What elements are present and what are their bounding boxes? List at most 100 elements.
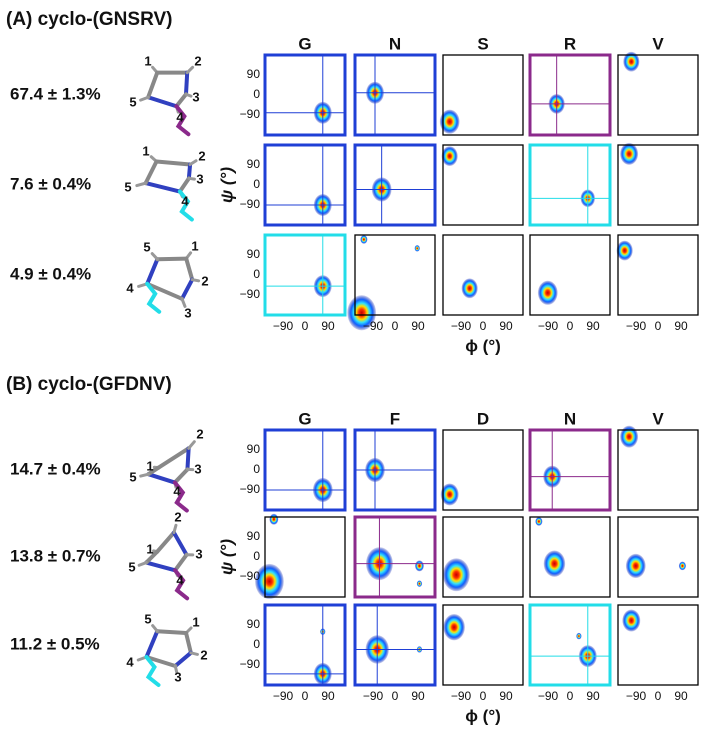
atom-label: 4	[181, 193, 189, 208]
x-tick-label: −90	[538, 689, 559, 703]
bond	[191, 653, 198, 655]
ramachandran-plot	[443, 605, 523, 685]
atom-label: 4	[126, 654, 134, 669]
x-tick-label: 0	[480, 689, 487, 703]
bond	[146, 631, 157, 657]
density	[443, 614, 465, 640]
y-tick-label: −90	[240, 657, 261, 671]
residue-header: V	[652, 409, 664, 428]
plot-area	[530, 430, 610, 510]
residue-header: V	[652, 34, 664, 53]
density	[620, 143, 638, 165]
y-tick-label: 0	[253, 267, 260, 281]
bond	[175, 653, 191, 666]
bond	[182, 280, 192, 299]
density	[415, 245, 420, 252]
x-tick-label: −90	[626, 689, 647, 703]
ramachandran-plot	[442, 145, 523, 225]
ramachandran-plot	[530, 235, 610, 315]
residue-header: G	[298, 34, 311, 53]
y-tick-label: 0	[253, 637, 260, 651]
atom-label: 1	[146, 458, 153, 473]
panel-title: (A) cyclo-(GNSRV)	[6, 9, 172, 30]
y-tick-label: −90	[240, 569, 261, 583]
plot-area	[265, 145, 345, 225]
plot-area	[530, 517, 610, 597]
bond	[174, 525, 176, 532]
density	[442, 146, 458, 166]
atom-label: 5	[124, 179, 131, 194]
residue-header: G	[298, 409, 311, 428]
panel-title: (B) cyclo-(GFDNV)	[6, 374, 172, 395]
density	[576, 633, 581, 640]
density	[538, 281, 558, 305]
x-axis-label: ϕ (°)	[465, 336, 501, 355]
ramachandran-plot	[618, 143, 698, 225]
ramachandran-plot	[355, 55, 435, 135]
ramachandran-plot	[265, 55, 345, 135]
atom-label: 4	[173, 483, 181, 498]
plot-area	[265, 430, 345, 510]
density	[626, 554, 646, 578]
x-axis-label: ϕ (°)	[465, 706, 501, 725]
bond	[189, 178, 195, 179]
atom-label: 3	[174, 669, 181, 684]
x-tick-label: 90	[411, 319, 425, 333]
atom-label: 5	[129, 469, 136, 484]
ramachandran-plot	[443, 235, 523, 315]
bond	[186, 633, 191, 653]
y-tick-label: 0	[253, 549, 260, 563]
atom-label: 1	[142, 143, 149, 158]
bond	[137, 183, 146, 185]
population: 7.6 ± 0.4%	[10, 174, 91, 193]
x-tick-label: 90	[499, 319, 513, 333]
bond	[186, 73, 187, 95]
plot-area	[265, 605, 345, 685]
bond	[148, 474, 174, 482]
atom-label: 1	[192, 614, 199, 629]
bond	[157, 259, 186, 260]
ramachandran-plot	[347, 235, 435, 330]
residue-header: S	[477, 34, 488, 53]
ramachandran-plot	[618, 426, 698, 510]
ramachandran-plot	[441, 430, 523, 510]
plot-area	[530, 145, 610, 225]
atom-label: 5	[128, 559, 135, 574]
ramachandran-plot	[530, 145, 610, 225]
bond	[157, 631, 186, 633]
bond	[152, 254, 157, 260]
atom-label: 5	[143, 239, 150, 254]
x-tick-label: 0	[655, 689, 662, 703]
bond	[141, 97, 149, 100]
bond	[146, 162, 157, 184]
atom-label: 4	[126, 280, 134, 295]
x-tick-label: −90	[363, 689, 384, 703]
population: 11.2 ± 0.5%	[10, 634, 100, 653]
bond	[180, 178, 189, 191]
ramachandran-plot	[265, 430, 345, 510]
x-tick-label: −90	[273, 689, 294, 703]
x-tick-label: −90	[451, 689, 472, 703]
ramachandran-plot	[265, 235, 345, 315]
ramachandran-plot	[355, 517, 435, 597]
bond	[146, 183, 180, 191]
y-tick-label: 90	[247, 617, 261, 631]
atom-label: 3	[184, 305, 191, 320]
x-tick-label: −90	[451, 319, 472, 333]
atom-label: 2	[200, 647, 207, 662]
x-tick-label: 0	[567, 319, 574, 333]
x-tick-label: 90	[586, 319, 600, 333]
y-axis-label: ψ (°)	[217, 539, 236, 575]
y-axis-label: ψ (°)	[217, 167, 236, 203]
atom-label: 5	[144, 611, 151, 626]
atom-label: 1	[191, 238, 198, 253]
bond	[175, 469, 188, 482]
density	[417, 580, 422, 587]
atom-label: 4	[176, 109, 184, 124]
atom-label: 1	[146, 541, 153, 556]
ramachandran-plot	[355, 430, 435, 510]
atom-label: 2	[198, 148, 205, 163]
bond	[148, 73, 157, 98]
x-tick-label: 90	[674, 319, 688, 333]
density	[462, 278, 478, 298]
